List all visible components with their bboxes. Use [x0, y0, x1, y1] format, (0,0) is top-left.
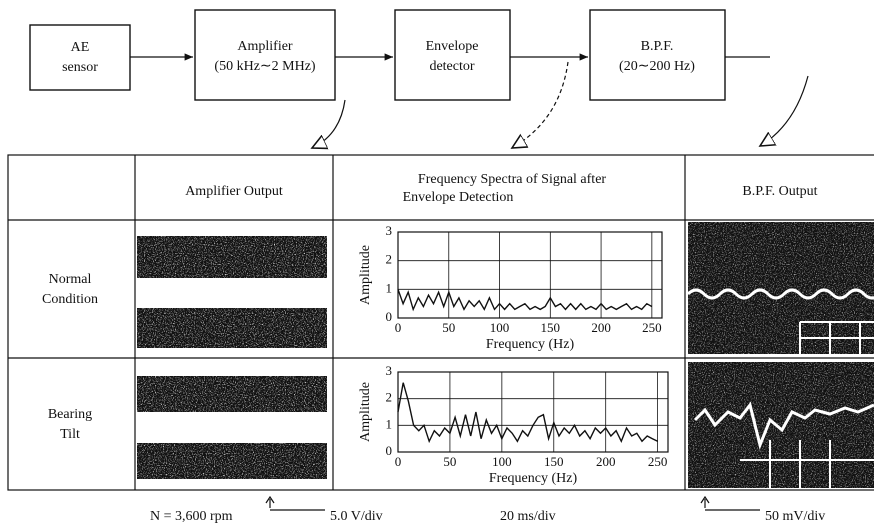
x-tick-label: 0 — [395, 320, 402, 335]
x-tick-label: 50 — [442, 320, 455, 335]
y-tick-label: 3 — [386, 223, 393, 238]
row-label: Bearing — [48, 407, 92, 422]
scale-arrow — [701, 497, 760, 510]
footer-text: 50 mV/div — [765, 509, 825, 524]
block-label: sensor — [62, 60, 98, 75]
y-tick-label: 0 — [386, 309, 393, 324]
column-header: B.P.F. Output — [742, 184, 817, 199]
y-tick-label: 2 — [386, 390, 393, 405]
y-tick-label: 1 — [386, 280, 393, 295]
column-header: Frequency Spectra of Signal after — [418, 172, 606, 187]
table: Amplifier Output Frequency Spectra of Si… — [8, 155, 874, 490]
x-tick-label: 150 — [541, 320, 561, 335]
block — [195, 10, 335, 100]
x-tick-label: 100 — [490, 320, 510, 335]
block-label: Amplifier — [237, 39, 293, 54]
block-diagram: AE sensor Amplifier (50 kHz∼2 MHz) Envel… — [30, 10, 808, 148]
spectrum-line — [398, 289, 652, 309]
x-tick-label: 200 — [591, 320, 611, 335]
y-tick-label: 1 — [386, 416, 393, 431]
y-tick-label: 3 — [386, 363, 393, 378]
footer-text: N = 3,600 rpm — [150, 509, 233, 524]
plot-frame — [398, 372, 668, 452]
spectrum-chart: 0 50 100 150 200 250 0 1 2 3 Amplitude Frequency (H… — [358, 363, 668, 486]
spectrum-line — [398, 383, 658, 442]
curved-arrow — [760, 76, 808, 146]
plot-frame — [398, 232, 662, 318]
y-axis-label: Amplitude — [358, 382, 373, 442]
block-label: (50 kHz∼2 MHz) — [214, 59, 315, 74]
x-tick-label: 250 — [642, 320, 662, 335]
x-tick-label: 150 — [544, 454, 564, 469]
row-label: Tilt — [60, 427, 80, 442]
row-label: Normal — [49, 272, 92, 287]
block-label: B.P.F. — [641, 39, 674, 54]
block — [30, 25, 130, 90]
block-label: detector — [429, 59, 474, 74]
footer-text: 20 ms/div — [500, 509, 556, 524]
y-axis-label: Amplitude — [358, 245, 373, 305]
scope-image — [688, 222, 874, 488]
column-header: Amplifier Output — [185, 184, 283, 199]
x-tick-label: 0 — [395, 454, 402, 469]
spectrum-chart: 0 50 100 150 200 250 0 1 2 3 Amplitude Frequency (H… — [358, 223, 662, 352]
x-tick-label: 200 — [596, 454, 616, 469]
block-label: Envelope — [426, 39, 479, 54]
block-label: (20∼200 Hz) — [619, 59, 695, 74]
figure: AE sensor Amplifier (50 kHz∼2 MHz) Envel… — [0, 0, 874, 529]
y-tick-label: 0 — [386, 443, 393, 458]
block — [395, 10, 510, 100]
column-header: Envelope Detection — [403, 190, 514, 205]
scale-arrow — [266, 497, 325, 510]
y-tick-label: 2 — [386, 252, 393, 267]
footer: N = 3,600 rpm 5.0 V/div 20 ms/div 50 mV/… — [150, 497, 825, 524]
curved-arrow — [312, 100, 345, 148]
curved-arrow — [512, 62, 568, 148]
block — [590, 10, 725, 100]
footer-text: 5.0 V/div — [330, 509, 383, 524]
row-label: Condition — [42, 292, 98, 307]
x-axis-label: Frequency (Hz) — [486, 337, 575, 352]
x-tick-label: 50 — [443, 454, 456, 469]
x-tick-label: 100 — [492, 454, 512, 469]
x-tick-label: 250 — [648, 454, 668, 469]
block-label: AE — [71, 40, 90, 55]
x-axis-label: Frequency (Hz) — [489, 471, 578, 486]
